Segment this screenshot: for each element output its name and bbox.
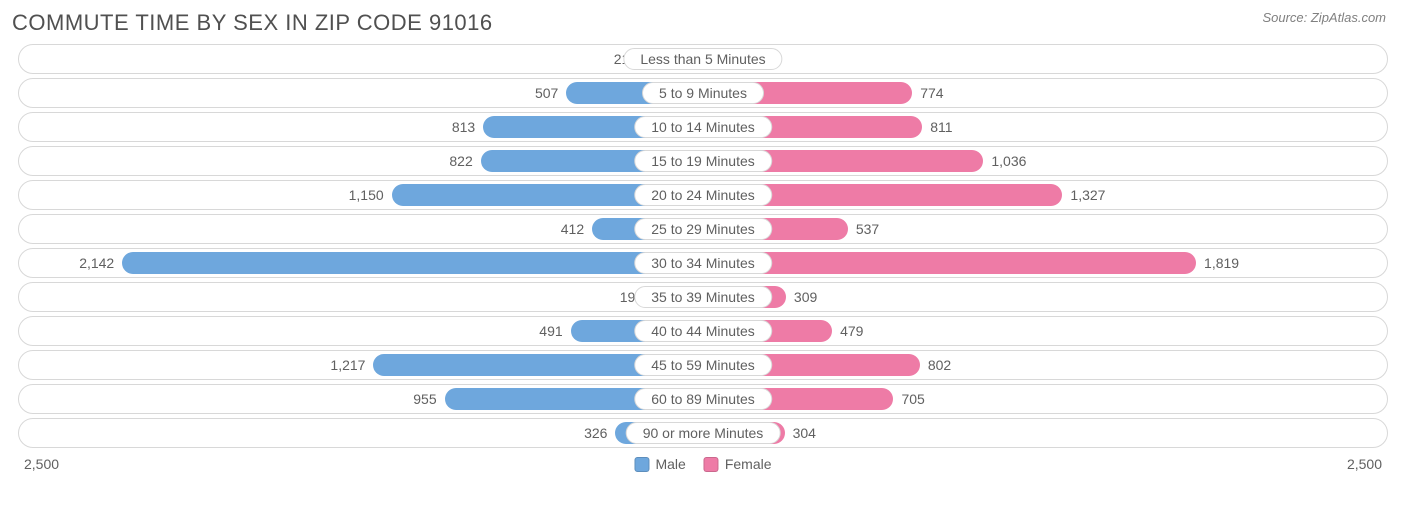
female-value: 705	[901, 391, 924, 407]
chart-row: 19530935 to 39 Minutes	[18, 282, 1388, 312]
category-label: 35 to 39 Minutes	[634, 286, 772, 308]
chart-row: 217116Less than 5 Minutes	[18, 44, 1388, 74]
male-value: 491	[539, 323, 562, 339]
category-label: 5 to 9 Minutes	[642, 82, 764, 104]
category-label: 10 to 14 Minutes	[634, 116, 772, 138]
chart-footer: 2,500 Male Female 2,500	[0, 452, 1406, 472]
male-value: 1,150	[349, 187, 384, 203]
male-value: 1,217	[330, 357, 365, 373]
legend-label-female: Female	[725, 456, 772, 472]
female-value: 304	[793, 425, 816, 441]
chart-header: COMMUTE TIME BY SEX IN ZIP CODE 91016 So…	[0, 0, 1406, 44]
chart-row: 2,142 1,819 30 to 34 Minutes	[18, 248, 1388, 278]
chart-row: 412 537 25 to 29 Minutes	[18, 214, 1388, 244]
category-label: 20 to 24 Minutes	[634, 184, 772, 206]
chart-row: 507 774 5 to 9 Minutes	[18, 78, 1388, 108]
chart-row: 1,217 802 45 to 59 Minutes	[18, 350, 1388, 380]
category-label: 15 to 19 Minutes	[634, 150, 772, 172]
female-value: 774	[920, 85, 943, 101]
chart-row: 491 479 40 to 44 Minutes	[18, 316, 1388, 346]
female-value: 537	[856, 221, 879, 237]
male-value: 507	[535, 85, 558, 101]
chart-title: COMMUTE TIME BY SEX IN ZIP CODE 91016	[12, 10, 493, 36]
male-value: 2,142	[79, 255, 114, 271]
male-value: 326	[584, 425, 607, 441]
male-bar	[122, 252, 704, 274]
chart-row: 1,150 1,327 20 to 24 Minutes	[18, 180, 1388, 210]
male-value: 813	[452, 119, 475, 135]
legend: Male Female	[634, 456, 771, 472]
female-value: 1,819	[1204, 255, 1239, 271]
category-label: 25 to 29 Minutes	[634, 218, 772, 240]
category-label: 45 to 59 Minutes	[634, 354, 772, 376]
legend-item-female: Female	[704, 456, 772, 472]
female-value: 1,327	[1070, 187, 1105, 203]
male-value: 822	[449, 153, 472, 169]
female-value: 309	[794, 289, 817, 305]
axis-max-right: 2,500	[1347, 456, 1382, 472]
chart-row: 822 1,036 15 to 19 Minutes	[18, 146, 1388, 176]
category-label: 30 to 34 Minutes	[634, 252, 772, 274]
chart-row: 955 705 60 to 89 Minutes	[18, 384, 1388, 414]
female-swatch-icon	[704, 457, 719, 472]
category-label: 90 or more Minutes	[626, 422, 781, 444]
category-label: 60 to 89 Minutes	[634, 388, 772, 410]
female-value: 802	[928, 357, 951, 373]
male-value: 955	[413, 391, 436, 407]
chart-row: 326 304 90 or more Minutes	[18, 418, 1388, 448]
category-label: Less than 5 Minutes	[623, 48, 782, 70]
chart-row: 813 811 10 to 14 Minutes	[18, 112, 1388, 142]
female-value: 479	[840, 323, 863, 339]
category-label: 40 to 44 Minutes	[634, 320, 772, 342]
axis-max-left: 2,500	[24, 456, 59, 472]
female-bar	[702, 252, 1196, 274]
legend-label-male: Male	[655, 456, 685, 472]
chart-source: Source: ZipAtlas.com	[1262, 10, 1386, 25]
male-swatch-icon	[634, 457, 649, 472]
male-value: 412	[561, 221, 584, 237]
legend-item-male: Male	[634, 456, 685, 472]
diverging-bar-chart: 217116Less than 5 Minutes 507 774 5 to 9 Mi…	[0, 44, 1406, 448]
female-value: 1,036	[991, 153, 1026, 169]
female-value: 811	[930, 119, 952, 135]
